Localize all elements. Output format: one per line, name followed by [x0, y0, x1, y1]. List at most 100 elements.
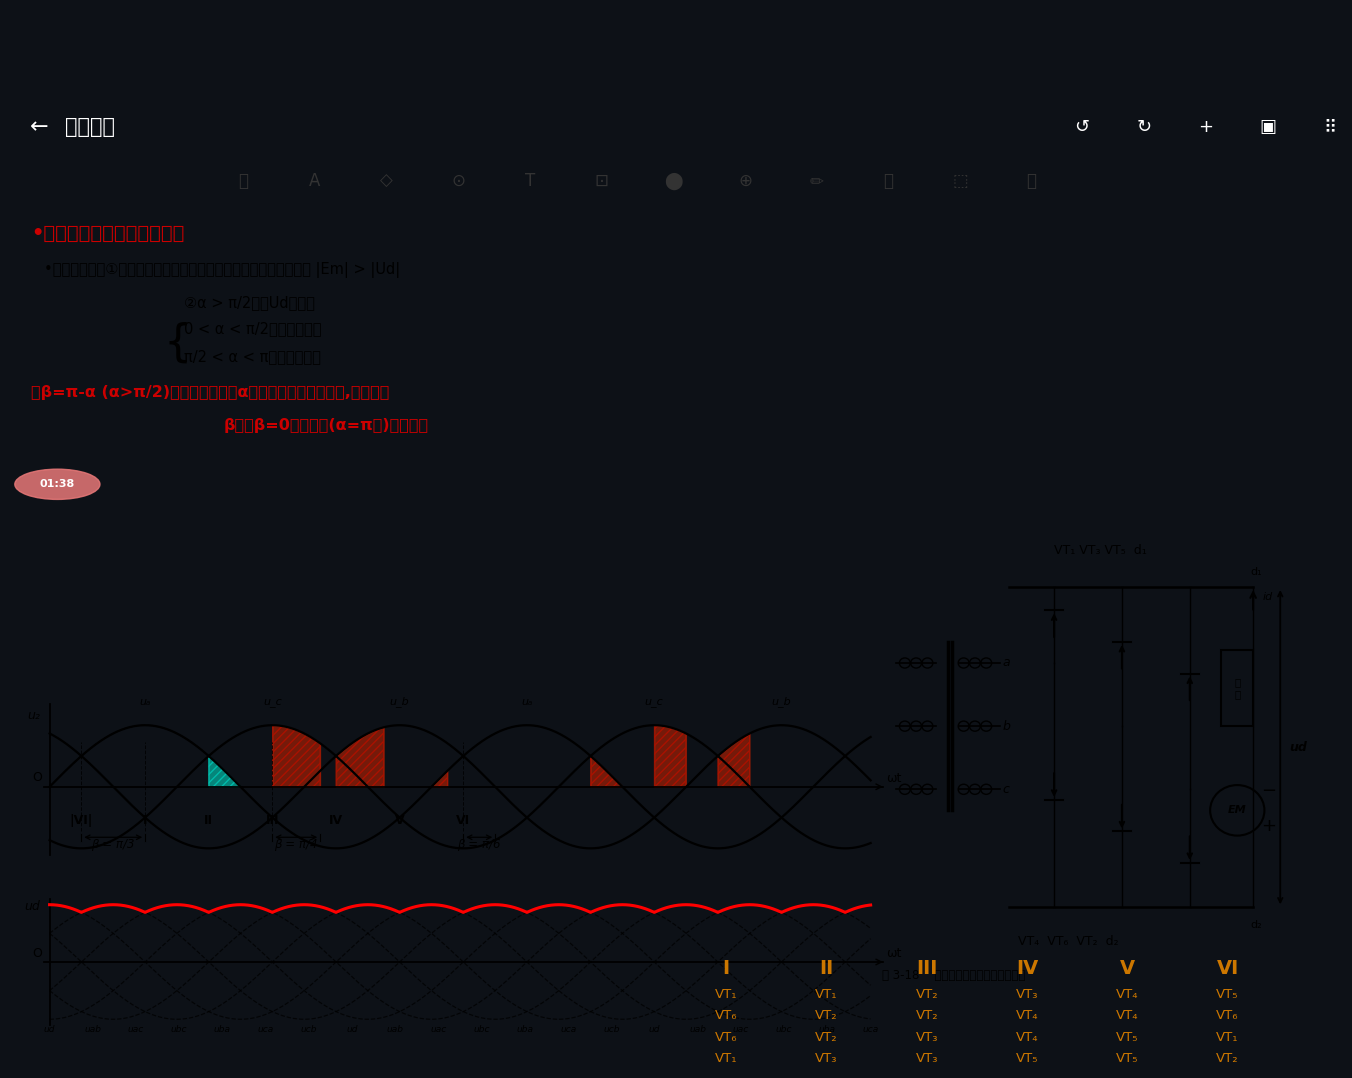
Text: ↻: ↻: [1136, 119, 1152, 136]
Text: 令β=π-α (α>π/2)为逆变角，其中α是以自然换相点为起点,向右计量: 令β=π-α (α>π/2)为逆变角，其中α是以自然换相点为起点,向右计量: [31, 385, 389, 400]
Text: ⊙: ⊙: [452, 172, 465, 190]
Text: EM: EM: [1228, 805, 1247, 815]
Text: d₂: d₂: [1251, 921, 1263, 930]
Text: b: b: [1002, 720, 1010, 733]
Text: β是以β=0为起点，(α=π时)向左计量: β是以β=0为起点，(α=π时)向左计量: [223, 418, 429, 433]
Text: id: id: [1263, 592, 1272, 602]
Text: ubc: ubc: [170, 1025, 188, 1034]
Text: −: −: [1261, 782, 1276, 800]
Text: π/2 < α < π，逆变状态。: π/2 < α < π，逆变状态。: [184, 349, 320, 364]
Text: uba: uba: [516, 1025, 534, 1034]
Text: uba: uba: [819, 1025, 836, 1034]
Text: ud: ud: [649, 1025, 660, 1034]
Circle shape: [15, 469, 100, 499]
Text: VT₃: VT₃: [915, 1052, 938, 1065]
Text: +: +: [1198, 119, 1214, 136]
Text: uab: uab: [387, 1025, 404, 1034]
Text: VT₆: VT₆: [715, 1009, 737, 1022]
Text: VT₆: VT₆: [715, 1032, 737, 1045]
Text: 01:38: 01:38: [39, 480, 74, 489]
Text: a: a: [1002, 657, 1010, 669]
Text: ←: ←: [30, 118, 49, 137]
Text: β = π/6: β = π/6: [457, 839, 502, 852]
Text: A: A: [310, 172, 320, 190]
Text: VT₃: VT₃: [915, 1032, 938, 1045]
Text: uₐ: uₐ: [139, 696, 150, 707]
Text: 图 3-18    三相桥式全控整流电路原理图: 图 3-18 三相桥式全控整流电路原理图: [883, 969, 1026, 982]
Text: VT₃: VT₃: [815, 1052, 838, 1065]
Text: III: III: [265, 814, 279, 827]
Text: ωt: ωt: [886, 948, 902, 960]
Text: VT₁: VT₁: [1217, 1032, 1238, 1045]
Bar: [1221, 650, 1253, 727]
Text: I: I: [722, 959, 730, 979]
Text: ↺: ↺: [1073, 119, 1090, 136]
Text: VT₂: VT₂: [915, 989, 938, 1001]
Text: β = π/3: β = π/3: [92, 839, 135, 852]
Text: 0 < α < π/2，整流状态，: 0 < α < π/2，整流状态，: [184, 321, 322, 336]
Text: V: V: [395, 814, 404, 827]
Text: •三相桥整流电路的有源逆变: •三相桥整流电路的有源逆变: [31, 224, 184, 244]
Text: VT₅: VT₅: [1115, 1052, 1138, 1065]
Text: VT₁: VT₁: [715, 1052, 737, 1065]
Text: VT₄  VT₆  VT₂  d₂: VT₄ VT₆ VT₂ d₂: [1018, 935, 1118, 948]
Text: VT₃: VT₃: [1015, 989, 1038, 1001]
Text: VT₅: VT₅: [1217, 989, 1238, 1001]
Text: uab: uab: [690, 1025, 706, 1034]
Text: u_c: u_c: [264, 696, 281, 707]
Text: VT₂: VT₂: [815, 1032, 838, 1045]
Text: u_b: u_b: [772, 695, 791, 707]
Text: 负
载: 负 载: [1234, 677, 1240, 699]
Text: ubc: ubc: [473, 1025, 489, 1034]
Text: ✏: ✏: [810, 172, 823, 190]
Text: ◇: ◇: [380, 172, 393, 190]
Text: uba: uba: [214, 1025, 231, 1034]
Text: VT₁ VT₃ VT₅  d₁: VT₁ VT₃ VT₅ d₁: [1055, 543, 1146, 556]
Text: ud: ud: [346, 1025, 358, 1034]
Text: ud: ud: [24, 900, 41, 913]
Text: +: +: [1261, 817, 1276, 835]
Text: c: c: [1002, 783, 1009, 796]
Text: ②α > π/2，且Ud为负値: ②α > π/2，且Ud为负値: [184, 295, 315, 310]
Text: uab: uab: [84, 1025, 101, 1034]
Text: VT₄: VT₄: [1015, 1009, 1038, 1022]
Text: V: V: [1119, 959, 1134, 979]
Text: ✋: ✋: [883, 172, 894, 190]
Text: uca: uca: [257, 1025, 273, 1034]
Text: {: {: [164, 321, 192, 364]
Text: O: O: [32, 946, 42, 959]
Text: u_b: u_b: [389, 695, 410, 707]
Text: VT₄: VT₄: [1115, 1009, 1138, 1022]
Text: VT₂: VT₂: [915, 1009, 938, 1022]
Text: 电力电子: 电力电子: [65, 118, 115, 137]
Text: u₂: u₂: [27, 709, 41, 722]
Text: ⊡: ⊡: [595, 172, 608, 190]
Text: ubc: ubc: [776, 1025, 792, 1034]
Text: ωt: ωt: [886, 772, 902, 785]
Text: ucb: ucb: [603, 1025, 619, 1034]
Text: ⬤: ⬤: [664, 172, 683, 190]
Text: ud: ud: [43, 1025, 55, 1034]
Text: IV: IV: [329, 814, 343, 827]
Text: ⬚: ⬚: [952, 172, 968, 190]
Text: uac: uac: [128, 1025, 145, 1034]
Text: uca: uca: [560, 1025, 576, 1034]
Text: 🎤: 🎤: [1026, 172, 1037, 190]
Text: uca: uca: [863, 1025, 879, 1034]
Text: •逆变的条件：①有直流电动机且其极性和晶闸管导通方向一致，且 |Em| > |Ud|: •逆变的条件：①有直流电动机且其极性和晶闸管导通方向一致，且 |Em| > |U…: [45, 262, 400, 278]
Text: VT₆: VT₆: [1217, 1009, 1238, 1022]
Text: II: II: [204, 814, 214, 827]
Text: uac: uac: [733, 1025, 749, 1034]
Text: ucb: ucb: [300, 1025, 318, 1034]
Text: VT₅: VT₅: [1115, 1032, 1138, 1045]
Text: VT₂: VT₂: [815, 1009, 838, 1022]
Text: VI: VI: [1217, 959, 1238, 979]
Text: III: III: [917, 959, 937, 979]
Text: VT₅: VT₅: [1015, 1052, 1038, 1065]
Text: I: I: [143, 814, 147, 827]
Text: O: O: [32, 772, 42, 785]
Text: VI: VI: [456, 814, 470, 827]
Text: ▣: ▣: [1260, 119, 1276, 136]
Text: VT₂: VT₂: [1217, 1052, 1238, 1065]
Text: u_c: u_c: [645, 696, 664, 707]
